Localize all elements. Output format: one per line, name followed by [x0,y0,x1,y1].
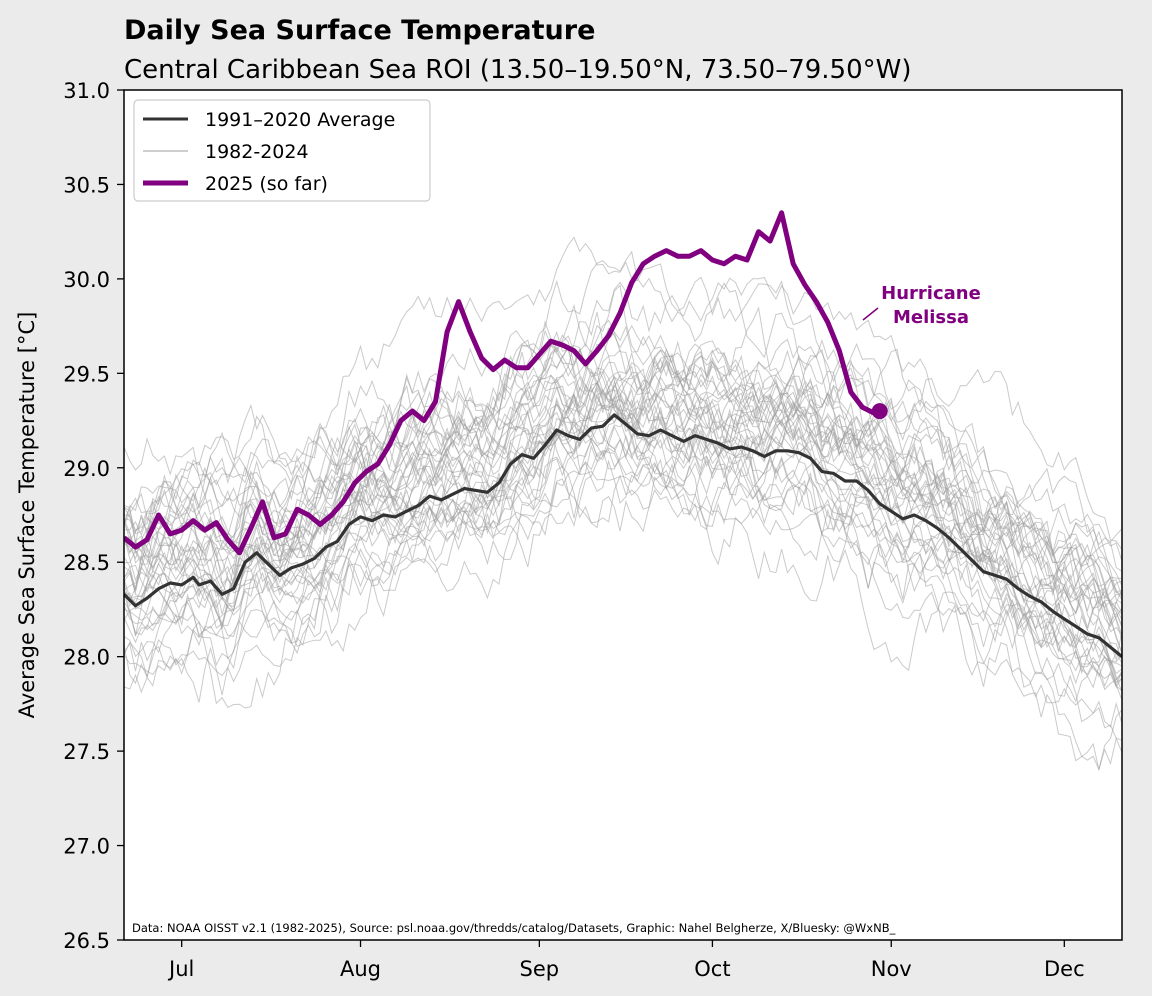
historical-year-line [124,372,1122,637]
data-credit: Data: NOAA OISST v2.1 (1982-2025), Sourc… [132,921,896,935]
annotation-line2: Melissa [893,307,969,328]
y-tick-label: 29.5 [63,362,110,386]
current-year-line [124,210,881,556]
hurricane-annotation: Hurricane Melissa [862,283,981,328]
historical-year-line [124,331,1122,641]
x-tick-label: Nov [871,957,912,981]
historical-year-line [124,319,1122,550]
y-tick-label: 30.0 [63,268,110,292]
historical-year-line [124,355,1122,654]
chart-title: Daily Sea Surface Temperature [124,15,595,46]
y-tick-label: 28.0 [63,646,110,670]
historical-year-line [124,359,1122,588]
x-tick-label: Oct [694,957,730,981]
y-tick-label: 30.5 [63,173,110,197]
y-tick-label: 27.0 [63,835,110,859]
legend-label-historical: 1982-2024 [205,141,309,163]
annotation-arrow [862,307,879,321]
y-tick-label: 29.0 [63,457,110,481]
historical-year-line [124,349,1122,594]
x-axis: Jul Aug Sep Oct Nov Dec [167,940,1085,981]
x-tick-label: Aug [340,957,381,981]
historical-year-line [124,306,1122,642]
historical-year-line [124,403,1122,728]
legend: 1991–2020 Average 1982-2024 2025 (so far… [133,99,431,202]
y-axis: 26.5 27.0 27.5 28.0 28.5 29.0 29.5 30.0 30.5 31.0 [63,79,124,953]
average-line-group [124,413,1122,658]
historical-year-line [124,368,1122,683]
annotation-line1: Hurricane [881,283,981,304]
historical-year-line [124,250,1122,565]
y-tick-label: 31.0 [63,79,110,103]
y-tick-label: 26.5 [63,929,110,953]
y-tick-label: 27.5 [63,740,110,764]
current-year-line-group [124,210,888,556]
average-line [124,413,1122,658]
legend-box [133,99,431,202]
plot-frame [123,89,1123,941]
current-year-endpoint [871,403,888,420]
historical-year-line [124,386,1122,601]
historical-year-line [124,374,1122,620]
historical-year-line [124,431,1122,687]
x-tick-label: Sep [520,957,560,981]
y-tick-label: 28.5 [63,551,110,575]
chart-subtitle: Central Caribbean Sea ROI (13.50–19.50°N… [124,55,911,85]
historical-year-line [124,439,1122,741]
historical-year-line [124,236,1122,600]
x-tick-label: Dec [1044,957,1085,981]
historical-year-line [124,439,1122,771]
y-axis-label: Average Sea Surface Temperature [°C] [15,312,39,719]
legend-label-current: 2025 (so far) [205,173,328,195]
historical-year-line [124,450,1122,685]
x-tick-label: Jul [167,957,194,981]
historical-year-line [124,281,1122,635]
legend-label-average: 1991–2020 Average [205,109,395,131]
